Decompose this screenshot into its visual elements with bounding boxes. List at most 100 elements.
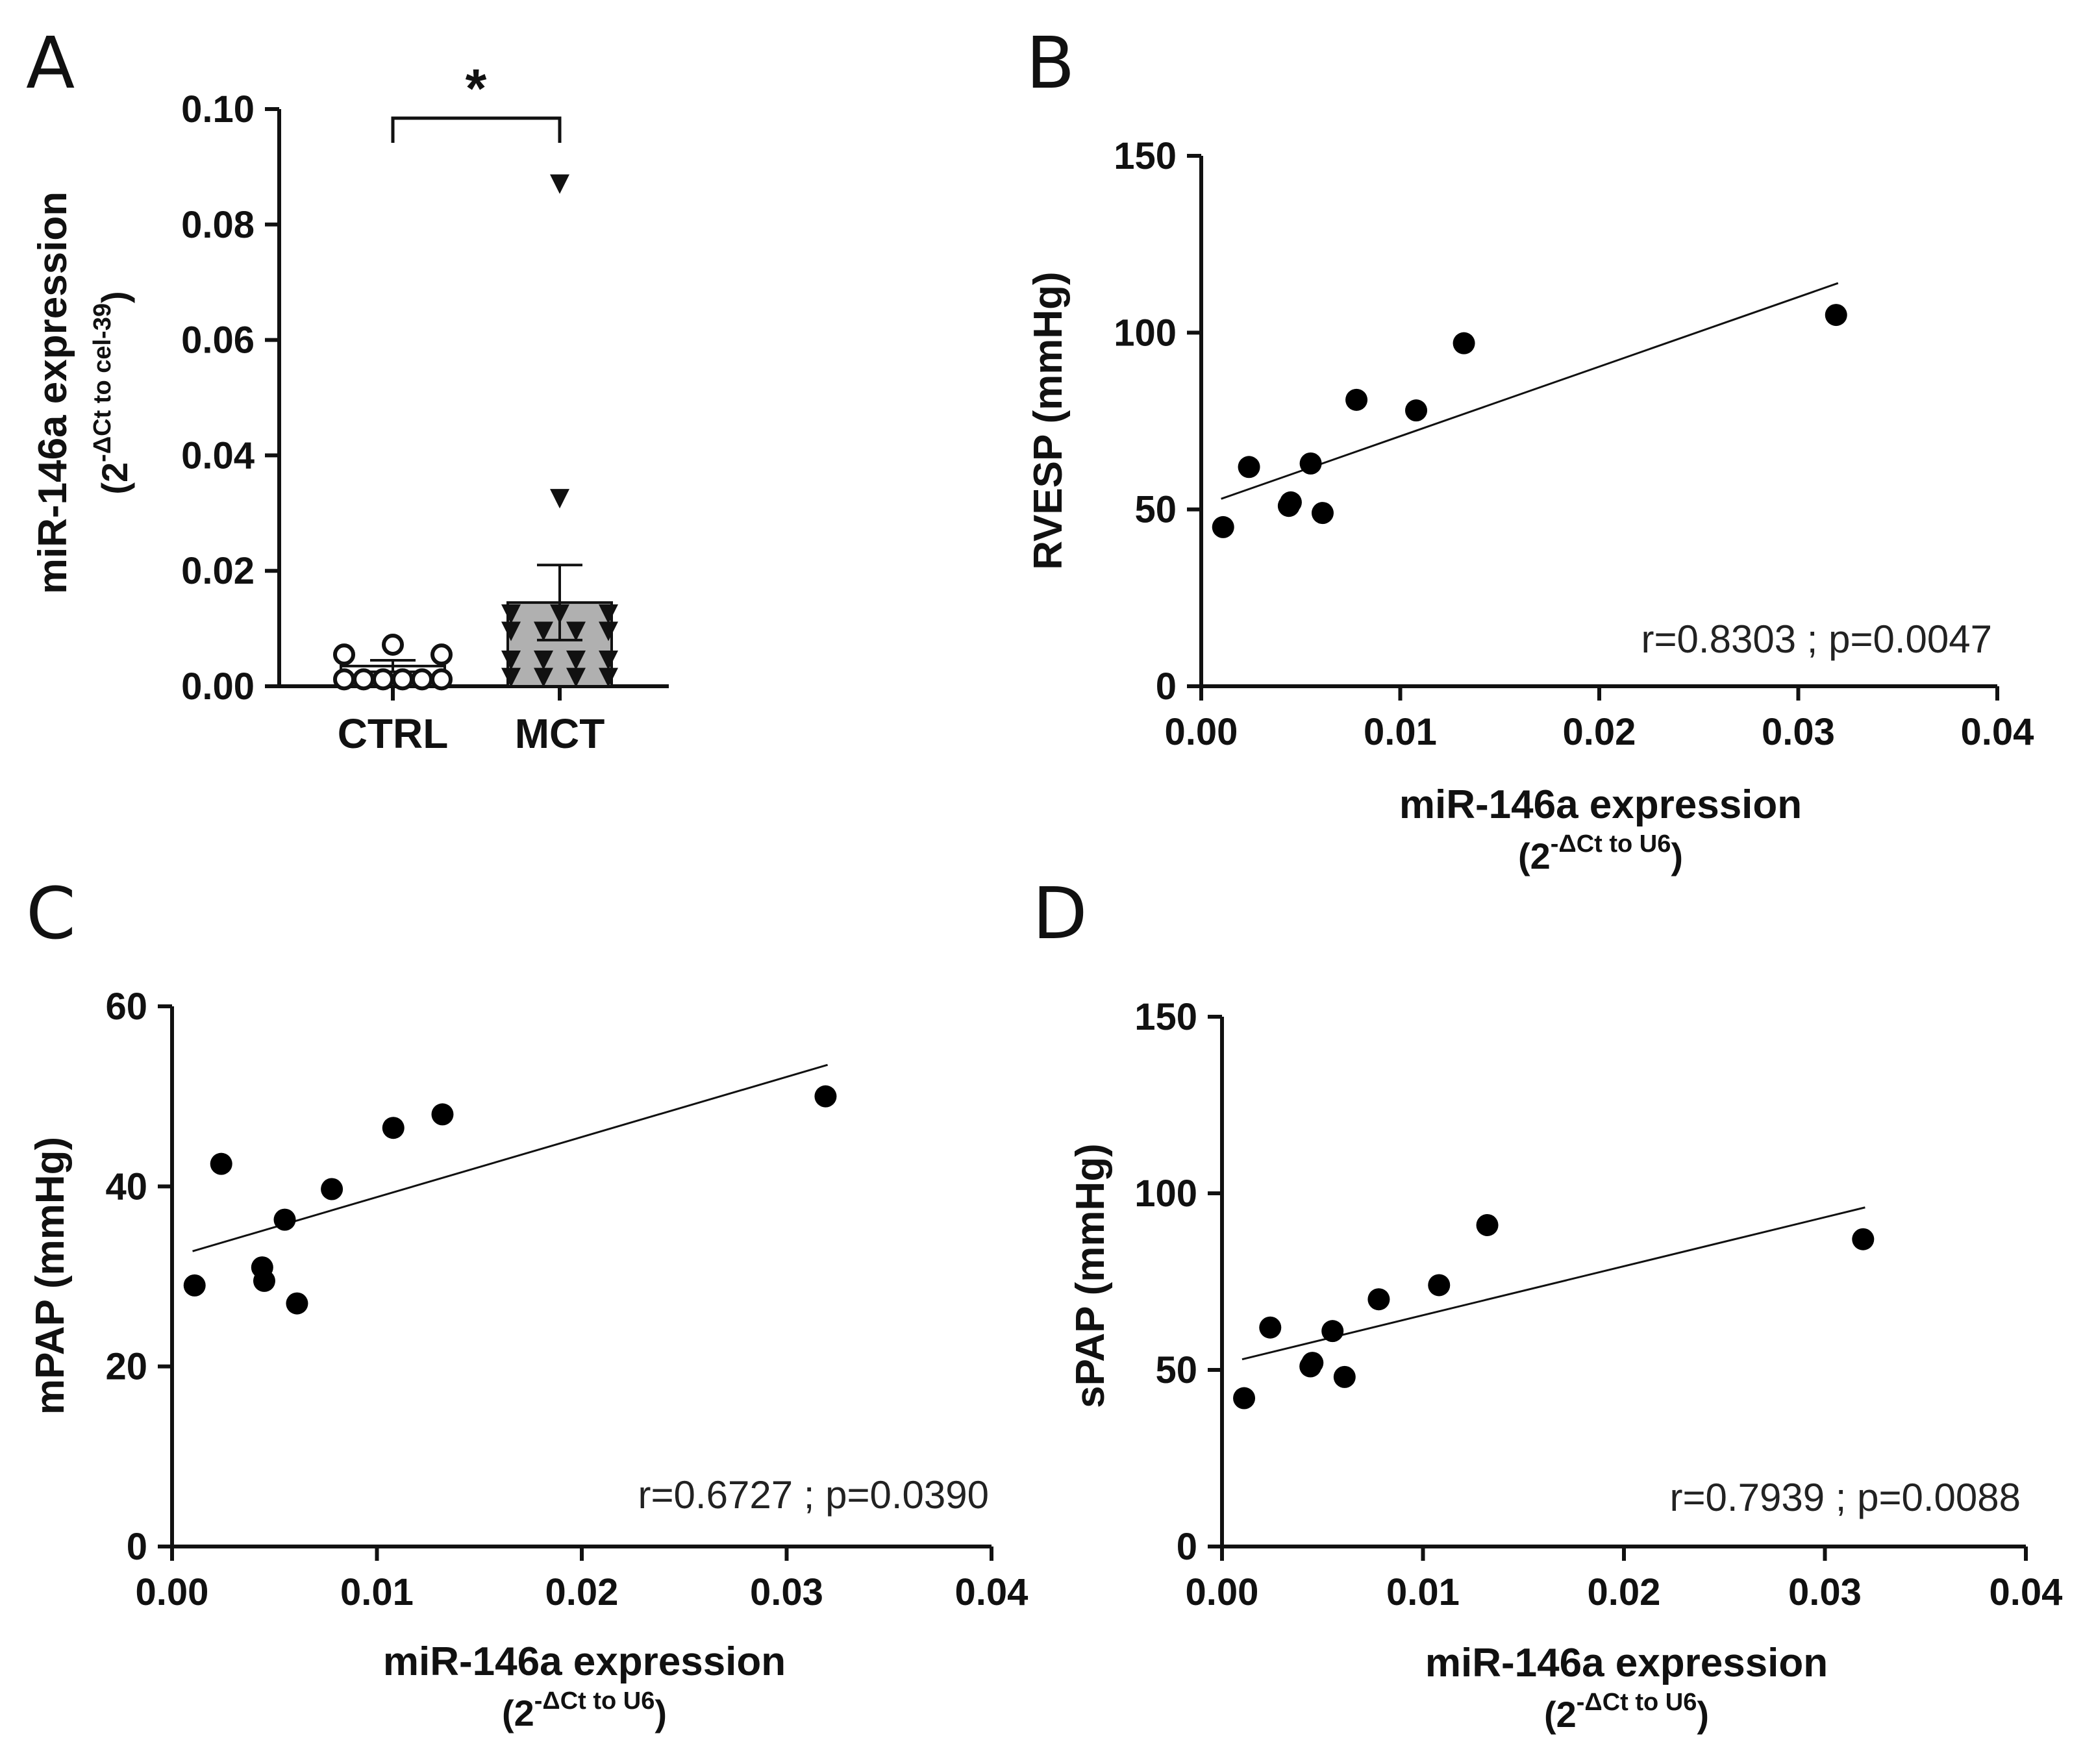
panel-d-x-tick-label: 0.01 (1386, 1571, 1460, 1613)
panel-c-x-tick-label: 0.02 (545, 1571, 619, 1613)
panel-a-significance-bracket (393, 118, 560, 143)
panel-d-data-point (1477, 1214, 1499, 1236)
panel-b-y-tick-label: 50 (1134, 489, 1177, 531)
panel-b-data-point (1212, 516, 1234, 538)
panel-c-x-tick-label: 0.04 (955, 1571, 1029, 1613)
panel-a-y-tick-label: 0.10 (181, 88, 255, 130)
panel-b-x-tick-label: 0.00 (1165, 711, 1238, 753)
panel-d-x-tick-label: 0.02 (1588, 1571, 1661, 1613)
panel-b-marks (1212, 283, 1847, 538)
panel-a-ctrl-point (355, 670, 373, 688)
panel-a-ctrl-point (374, 670, 392, 688)
panel-b-data-point (1280, 491, 1302, 514)
panel-c-y-tick-label: 40 (105, 1165, 147, 1208)
significance-star: * (466, 58, 487, 119)
panel-b-data-point (1825, 304, 1847, 326)
panel-a-ctrl-point (432, 670, 451, 688)
panel-c-x-tick-label: 0.03 (750, 1571, 823, 1613)
panel-d-y-tick-label: 100 (1134, 1173, 1197, 1215)
panel-a-ctrl-point (413, 670, 431, 688)
panel-b-y-tick-label: 0 (1156, 665, 1177, 708)
panel-c-data-point (253, 1270, 275, 1292)
panel-a-ylabel-sub-group: (2-ΔCt to cel-39) (89, 291, 135, 494)
panel-d-y-tick-label: 50 (1155, 1349, 1197, 1391)
panel-d-axes: 0 50 100 150 0.00 0.01 0.02 0.03 0.04 (1134, 996, 2062, 1613)
panel-b-y-tick-label: 150 (1114, 135, 1177, 177)
panel-b-x-tick-label: 0.01 (1364, 711, 1437, 753)
panel-b-x-tick-label: 0.03 (1762, 711, 1835, 753)
panel-a-ctrl-point (335, 670, 353, 688)
panel-a-y-tick-label: 0.08 (181, 204, 255, 246)
panel-d-xlabel-sub: (2-ΔCt to U6) (1544, 1689, 1709, 1735)
panel-c-ylabel-group: mPAP (mmHg) (28, 1137, 73, 1415)
panel-a-ylabel-group: miR-146a expression (31, 192, 75, 594)
panel-b-ylabel-group: RVESP (mmHg) (1026, 271, 1071, 569)
panel-c-y-tick-label: 20 (105, 1346, 147, 1388)
panel-d-x-tick-label: 0.03 (1788, 1571, 1862, 1613)
panel-d-data-point (1301, 1352, 1323, 1374)
panel-d-ylabel-group: sPAP (mmHg) (1068, 1143, 1113, 1408)
panel-d-y-tick-label: 150 (1134, 996, 1197, 1038)
panel-a-y-tick-label: 0.02 (181, 550, 255, 592)
panel-c-data-point (431, 1103, 453, 1125)
panel-d-stat: r=0.7939 ; p=0.0088 (1670, 1476, 2021, 1519)
panel-b-stat: r=0.8303 ; p=0.0047 (1641, 617, 1992, 661)
panel-b-data-point (1300, 453, 1322, 475)
panel-a-mct-point (550, 175, 569, 194)
panel-d-ylabel: sPAP (mmHg) (1068, 1143, 1113, 1408)
panel-c-axes: 0 20 40 60 0.00 0.01 0.02 0.03 0.04 (105, 986, 1028, 1613)
panel-c-marks (184, 1065, 837, 1314)
panel-b-data-point (1238, 456, 1260, 478)
panel-a-ctrl-point (432, 645, 451, 664)
panel-b-y-tick-label: 100 (1114, 312, 1177, 354)
panel-c-data-point (382, 1117, 405, 1139)
panel-b-xlabel: miR-146a expression (1399, 782, 1802, 827)
panel-c-xlabel-sub: (2-ΔCt to U6) (502, 1687, 667, 1733)
panel-c-data-point (274, 1209, 296, 1231)
panel-c-data-point (184, 1274, 206, 1297)
panel-a-y-tick-label: 0.04 (181, 434, 255, 477)
panel-d-x-tick-label: 0.00 (1186, 1571, 1259, 1613)
panel-a-category-label: MCT (515, 710, 605, 757)
panel-d-marks (1233, 1208, 1874, 1410)
panel-c-data-point (321, 1178, 343, 1200)
panel-d-data-point (1334, 1366, 1356, 1388)
panel-d-xlabel: miR-146a expression (1425, 1641, 1828, 1685)
panel-d-x-tick-label: 0.04 (1989, 1571, 2063, 1613)
panel-a-mct-point (550, 489, 569, 508)
panel-d-data-point (1367, 1288, 1390, 1310)
panel-b-x-tick-label: 0.02 (1563, 711, 1636, 753)
panel-a-ctrl-point (393, 670, 412, 688)
panel-b-data-point (1312, 502, 1334, 524)
panel-d-data-point (1233, 1387, 1255, 1410)
panel-b-ylabel: RVESP (mmHg) (1026, 271, 1071, 569)
panel-d-data-point (1321, 1320, 1343, 1342)
panel-a-ylabel: miR-146a expression (31, 192, 75, 594)
panel-d-y-tick-label: 0 (1177, 1526, 1197, 1568)
panel-a-y-tick-label: 0.06 (181, 319, 255, 362)
panel-b-x-tick-label: 0.04 (1961, 711, 2034, 753)
panel-a-ctrl-point (335, 645, 353, 664)
panel-c-ylabel: mPAP (mmHg) (28, 1137, 73, 1415)
panel-a-ylabel-sub: (2-ΔCt to cel-39) (89, 291, 135, 494)
panel-c-stat: r=0.6727 ; p=0.0390 (638, 1473, 989, 1517)
panel-b-data-point (1453, 332, 1475, 354)
panel-b-data-point (1345, 389, 1367, 411)
panel-a-marks (335, 118, 618, 688)
panel-a-category-label: CTRL (338, 710, 449, 757)
panel-c-data-point (814, 1086, 836, 1108)
panel-d-data-point (1259, 1317, 1281, 1339)
panel-d-data-point (1428, 1274, 1450, 1296)
panel-letter-b: B (1026, 21, 1075, 105)
panel-a: A 0.000.020.040.060.080.10CTRL MCT * miR-… (26, 21, 669, 757)
panel-d: D 0501001500.00 0.01 0.02 0.03 0.04 sPAP (mm… (1032, 872, 2062, 1735)
panel-c-y-tick-label: 60 (105, 986, 147, 1028)
panel-c-y-tick-label: 0 (127, 1526, 147, 1568)
panel-a-ctrl-point (384, 636, 402, 654)
panel-c-x-tick-label: 0.01 (340, 1571, 414, 1613)
panel-c-x-tick-label: 0.00 (136, 1571, 209, 1613)
panel-c-data-point (286, 1293, 308, 1315)
panel-letter-c: C (26, 872, 76, 955)
panel-d-data-point (1852, 1228, 1874, 1250)
panel-letter-a: A (26, 21, 75, 105)
